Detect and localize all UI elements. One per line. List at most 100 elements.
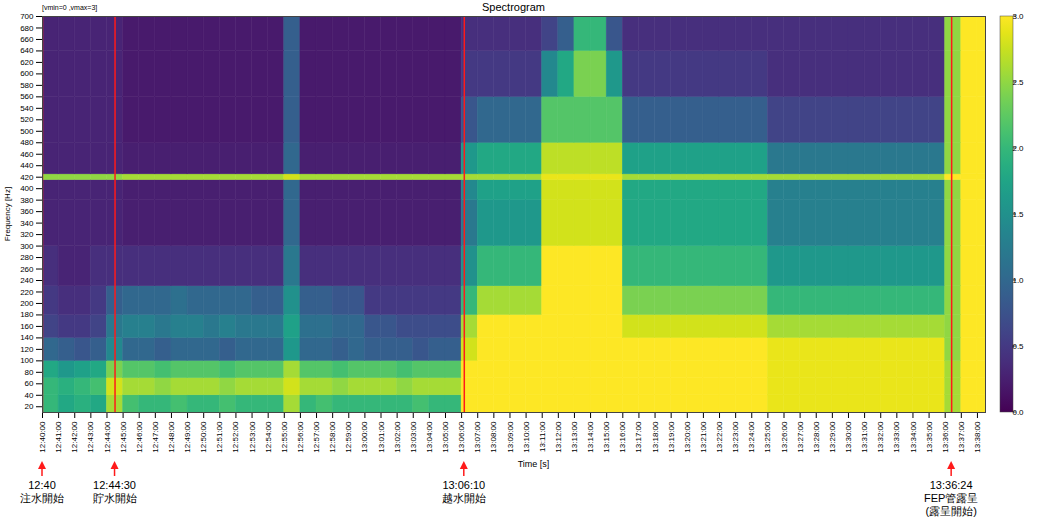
svg-text:13:10:00: 13:10:00 <box>522 421 531 453</box>
svg-text:13:19:00: 13:19:00 <box>667 421 676 453</box>
svg-text:600: 600 <box>20 69 34 78</box>
svg-text:560: 560 <box>20 92 34 101</box>
svg-text:13:24:00: 13:24:00 <box>747 421 756 453</box>
svg-text:1.0: 1.0 <box>1012 276 1024 285</box>
svg-text:3.0: 3.0 <box>1012 12 1024 21</box>
svg-text:13:37:00: 13:37:00 <box>957 421 966 453</box>
svg-text:13:25:00: 13:25:00 <box>763 421 772 453</box>
svg-text:Time [s]: Time [s] <box>518 459 550 469</box>
svg-text:12:53:00: 12:53:00 <box>248 421 257 453</box>
svg-text:2.5: 2.5 <box>1012 78 1024 87</box>
svg-text:13:12:00: 13:12:00 <box>554 421 563 453</box>
svg-text:13:33:00: 13:33:00 <box>892 421 901 453</box>
svg-text:12:51:00: 12:51:00 <box>215 421 224 453</box>
svg-text:380: 380 <box>20 196 34 205</box>
svg-text:580: 580 <box>20 81 34 90</box>
svg-text:12:49:00: 12:49:00 <box>183 421 192 453</box>
svg-text:40: 40 <box>25 391 34 400</box>
svg-text:13:27:00: 13:27:00 <box>796 421 805 453</box>
svg-text:13:26:00: 13:26:00 <box>780 421 789 453</box>
svg-text:Frequency [Hz]: Frequency [Hz] <box>3 187 12 241</box>
svg-text:13:15:00: 13:15:00 <box>602 421 611 453</box>
svg-text:越水開始: 越水開始 <box>442 492 486 504</box>
svg-text:12:42:00: 12:42:00 <box>70 421 79 453</box>
svg-text:540: 540 <box>20 104 34 113</box>
svg-text:13:06:00: 13:06:00 <box>457 421 466 453</box>
svg-text:13:36:24: 13:36:24 <box>930 479 973 491</box>
svg-text:13:07:00: 13:07:00 <box>473 421 482 453</box>
svg-text:100: 100 <box>20 356 34 365</box>
svg-text:480: 480 <box>20 138 34 147</box>
svg-text:80: 80 <box>25 368 34 377</box>
svg-text:13:05:00: 13:05:00 <box>441 421 450 453</box>
svg-text:120: 120 <box>20 345 34 354</box>
svg-text:400: 400 <box>20 184 34 193</box>
svg-text:12:50:00: 12:50:00 <box>199 421 208 453</box>
svg-text:640: 640 <box>20 46 34 55</box>
svg-text:620: 620 <box>20 58 34 67</box>
svg-text:320: 320 <box>20 230 34 239</box>
svg-text:12:43:00: 12:43:00 <box>86 421 95 453</box>
svg-text:13:14:00: 13:14:00 <box>586 421 595 453</box>
svg-text:13:23:00: 13:23:00 <box>731 421 740 453</box>
svg-text:13:18:00: 13:18:00 <box>651 421 660 453</box>
svg-text:13:34:00: 13:34:00 <box>909 421 918 453</box>
svg-text:13:09:00: 13:09:00 <box>506 421 515 453</box>
svg-text:2.0: 2.0 <box>1012 144 1024 153</box>
svg-text:20: 20 <box>25 402 34 411</box>
svg-text:12:41:00: 12:41:00 <box>54 421 63 453</box>
svg-text:280: 280 <box>20 253 34 262</box>
svg-text:13:29:00: 13:29:00 <box>828 421 837 453</box>
svg-text:13:17:00: 13:17:00 <box>634 421 643 453</box>
svg-text:12:46:00: 12:46:00 <box>135 421 144 453</box>
svg-text:420: 420 <box>20 173 34 182</box>
svg-text:13:32:00: 13:32:00 <box>876 421 885 453</box>
svg-text:13:00:00: 13:00:00 <box>360 421 369 453</box>
svg-text:12:55:00: 12:55:00 <box>280 421 289 453</box>
svg-text:13:35:00: 13:35:00 <box>925 421 934 453</box>
svg-text:12:56:00: 12:56:00 <box>296 421 305 453</box>
svg-text:12:52:00: 12:52:00 <box>231 421 240 453</box>
svg-text:13:30:00: 13:30:00 <box>844 421 853 453</box>
svg-text:500: 500 <box>20 127 34 136</box>
svg-text:1.5: 1.5 <box>1012 210 1024 219</box>
svg-text:180: 180 <box>20 310 34 319</box>
svg-text:(露呈開始): (露呈開始) <box>925 505 976 517</box>
svg-text:13:06:10: 13:06:10 <box>442 479 485 491</box>
svg-text:12:40:00: 12:40:00 <box>38 421 47 453</box>
svg-text:13:22:00: 13:22:00 <box>715 421 724 453</box>
svg-text:0.0: 0.0 <box>1012 408 1024 417</box>
svg-text:12:57:00: 12:57:00 <box>312 421 321 453</box>
svg-text:12:44:30: 12:44:30 <box>93 479 136 491</box>
svg-text:260: 260 <box>20 265 34 274</box>
svg-text:13:31:00: 13:31:00 <box>860 421 869 453</box>
svg-text:13:01:00: 13:01:00 <box>377 421 386 453</box>
svg-text:12:40: 12:40 <box>28 479 56 491</box>
svg-text:12:58:00: 12:58:00 <box>328 421 337 453</box>
svg-text:140: 140 <box>20 333 34 342</box>
svg-text:12:45:00: 12:45:00 <box>119 421 128 453</box>
svg-text:700: 700 <box>20 12 34 21</box>
svg-text:13:21:00: 13:21:00 <box>699 421 708 453</box>
svg-text:13:02:00: 13:02:00 <box>393 421 402 453</box>
svg-text:300: 300 <box>20 242 34 251</box>
svg-text:貯水開始: 貯水開始 <box>93 492 137 504</box>
svg-text:FEP管露呈: FEP管露呈 <box>924 492 978 504</box>
svg-text:13:11:00: 13:11:00 <box>538 421 547 452</box>
svg-text:13:13:00: 13:13:00 <box>570 421 579 453</box>
svg-text:12:44:00: 12:44:00 <box>103 421 112 453</box>
svg-text:440: 440 <box>20 161 34 170</box>
svg-text:13:16:00: 13:16:00 <box>618 421 627 453</box>
svg-text:12:54:00: 12:54:00 <box>264 421 273 453</box>
svg-text:13:20:00: 13:20:00 <box>683 421 692 453</box>
svg-text:460: 460 <box>20 150 34 159</box>
svg-text:12:48:00: 12:48:00 <box>167 421 176 453</box>
svg-text:340: 340 <box>20 219 34 228</box>
svg-text:13:08:00: 13:08:00 <box>489 421 498 453</box>
svg-text:200: 200 <box>20 299 34 308</box>
svg-text:13:36:00: 13:36:00 <box>941 421 950 453</box>
svg-text:13:04:00: 13:04:00 <box>425 421 434 453</box>
svg-text:13:38:00: 13:38:00 <box>973 421 982 453</box>
svg-text:0.5: 0.5 <box>1012 342 1024 351</box>
svg-text:Spectrogram: Spectrogram <box>482 1 545 13</box>
